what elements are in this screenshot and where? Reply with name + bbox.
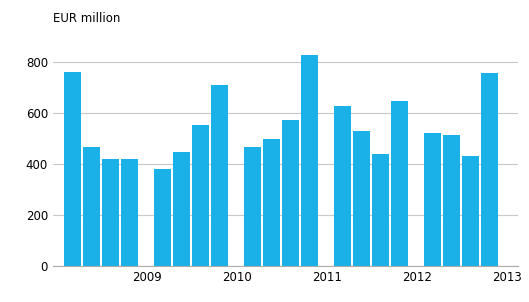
Bar [443,135,460,266]
Bar [263,139,280,266]
Bar [192,125,209,266]
Bar [211,85,229,266]
Bar [102,159,119,266]
Bar [391,101,408,266]
Bar [353,131,370,266]
Bar [244,147,261,266]
Bar [64,72,81,266]
Bar [481,73,498,266]
Bar [173,152,190,266]
Bar [282,120,299,266]
Bar [121,159,138,266]
Bar [83,147,100,266]
Bar [424,133,441,266]
Text: EUR million: EUR million [53,12,120,25]
Bar [334,106,351,266]
Bar [462,156,479,266]
Bar [301,55,318,266]
Bar [372,154,389,266]
Bar [154,169,171,266]
